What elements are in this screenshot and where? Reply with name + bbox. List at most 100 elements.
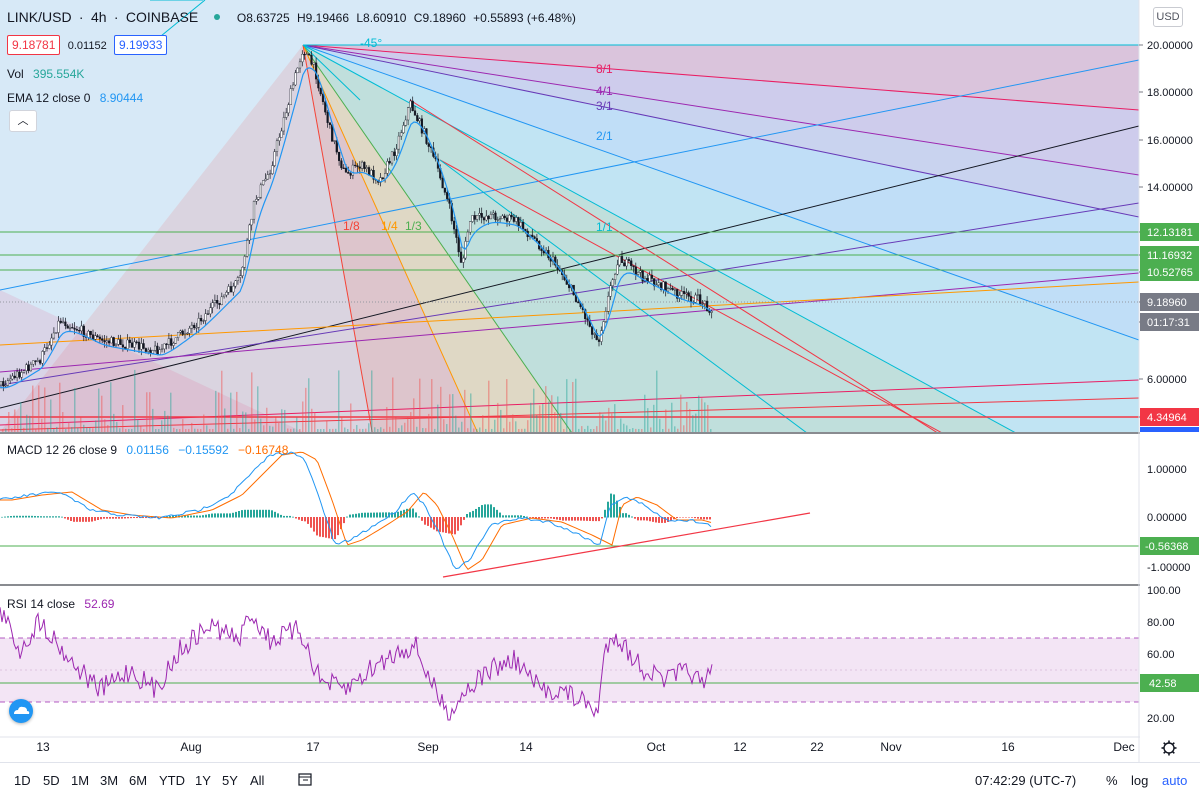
macd-histogram-bar [493,507,495,518]
range-1m-button[interactable]: 1M [71,773,90,788]
volume-bar [53,428,55,432]
volume-bar [41,418,43,432]
macd-histogram-bar [223,513,225,518]
macd-histogram-bar [475,508,477,518]
volume-bar [71,427,73,432]
macd-histogram-bar [34,515,36,518]
volume-bar [275,417,277,432]
log-toggle[interactable]: log [1131,773,1149,788]
volume-bar [59,382,61,432]
macd-histogram-bar [700,517,702,520]
price-axis-label: 14.00000 [1147,182,1193,194]
candle-body [296,67,299,74]
candle-body [611,279,614,286]
buy-button[interactable]: 9.19933 [114,35,168,55]
candle-body [522,222,525,230]
candle-body [584,309,587,320]
collapse-legend-button[interactable]: ︿ [9,110,37,132]
range-5d-button[interactable]: 5D [43,773,60,788]
candle-body [34,360,37,362]
currency-button[interactable]: USD [1153,7,1183,27]
percent-toggle[interactable]: % [1106,773,1118,788]
macd-histogram-bar [544,517,546,519]
candle-body [73,327,76,330]
price-candles [0,50,713,392]
candle-body [9,378,12,381]
gann-fan-label: 1/1 [596,220,613,234]
candle-body [271,165,274,175]
macd-histogram-bar [67,517,69,520]
candle-body [699,294,702,305]
macd-histogram-bar [538,517,540,519]
candle-body [179,330,182,333]
macd-histogram-bar [256,509,258,518]
volume-bar [536,415,538,432]
tradingview-logo[interactable] [9,699,33,723]
range-all-button[interactable]: All [250,773,265,788]
macd-histogram-bar [232,512,234,518]
volume-bar [32,385,34,432]
macd-histogram-bar [97,517,99,520]
candle-body [591,326,594,335]
sell-button[interactable]: 9.18781 [7,35,61,55]
symbol-name[interactable]: LINK/USD [7,9,72,25]
gear-icon[interactable] [1161,740,1177,756]
range-6m-button[interactable]: 6M [129,773,148,788]
volume-bar [218,392,220,432]
interval-label[interactable]: 4h [90,9,107,25]
chevron-up-icon: ︿ [17,115,29,127]
macd-histogram-bar [643,517,645,521]
clock-display[interactable]: 07:42:29 (UTC-7) [975,773,1077,788]
gann-fan-line [302,44,1139,111]
macd-histogram-bar [310,517,312,528]
auto-toggle[interactable]: auto [1162,773,1188,788]
macd-histogram-bar [466,514,468,518]
macd-histogram-bar [277,513,279,518]
calendar-range-icon[interactable] [297,771,313,787]
macd-histogram-bar [484,504,486,518]
volume-bar [332,428,334,432]
candle-body [181,330,184,335]
volume-bar [515,421,517,432]
volume-bar [278,423,280,432]
candle-body [370,169,373,176]
candle-body [229,286,233,293]
candle-body [648,274,651,282]
candle-body [156,345,159,355]
candle-body [160,348,164,350]
macd-histogram-bar [376,512,378,518]
volume-bar [710,428,712,432]
macd-histogram-bar [175,515,177,518]
volume-bar [383,428,385,432]
macd-histogram-bar [652,517,654,522]
candle-body [607,296,610,312]
volume-bar [191,422,193,432]
range-1y-button[interactable]: 1Y [195,773,211,788]
volume-bar [104,419,106,432]
macd-histogram-bar [562,517,564,521]
candle-body [186,332,189,335]
macd-histogram-bar [547,517,549,519]
volume-bar [161,420,163,432]
gann-fan-label: 4/1 [596,84,613,98]
macd-histogram-bar [46,516,48,518]
volume-bar [95,420,97,432]
macd-histogram-bar [115,517,117,519]
macd-histogram-bar [646,517,648,521]
candle-body [305,53,308,55]
candle-body [411,100,414,111]
volume-bar [269,425,271,432]
volume-bar [578,428,580,432]
macd-histogram-bar [400,510,402,518]
macd-histogram-bar [508,515,510,518]
range-5y-button[interactable]: 5Y [222,773,238,788]
volume-bar [641,429,643,432]
range-1d-button[interactable]: 1D [14,773,31,788]
rsi-label: RSI 14 close [7,597,76,611]
range-3m-button[interactable]: 3M [100,773,119,788]
macd-histogram-bar [379,512,381,518]
candle-body [57,320,60,333]
volume-bar [143,428,145,432]
range-ytd-button[interactable]: YTD [159,773,185,788]
